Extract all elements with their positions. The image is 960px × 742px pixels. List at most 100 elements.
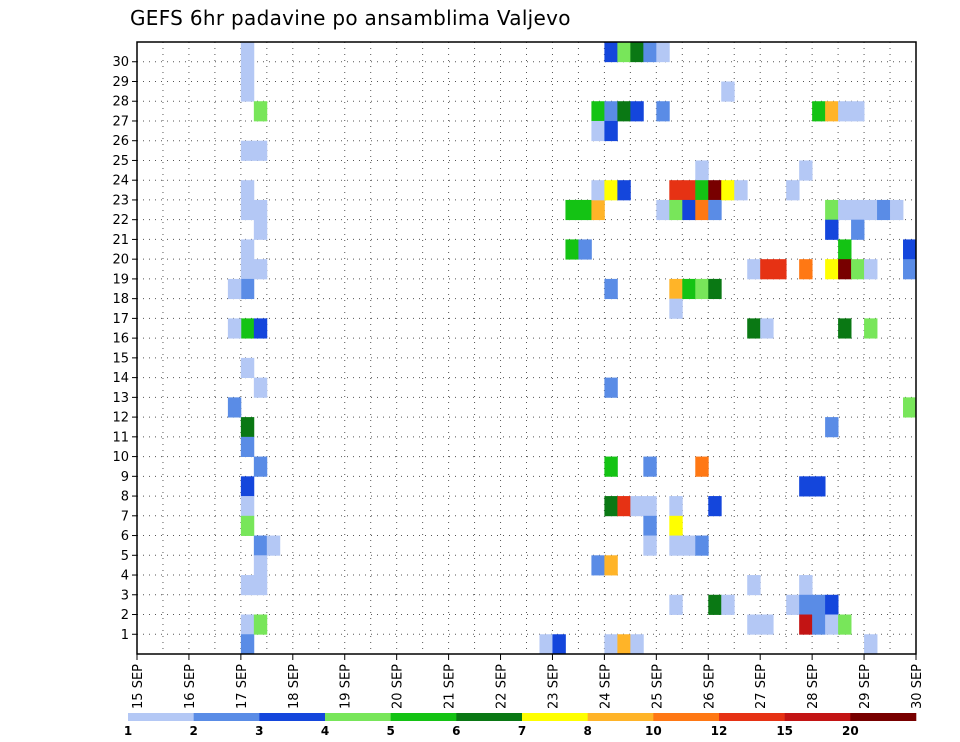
- heatmap-cell: [682, 180, 696, 201]
- heatmap-cell: [240, 81, 255, 102]
- colorbar-swatch: [325, 713, 391, 721]
- colorbar-label: 12: [711, 724, 728, 738]
- heatmap-cell: [240, 259, 255, 280]
- x-tick-label: 19 SEP: [339, 664, 354, 709]
- colorbar-label: 1: [124, 724, 132, 738]
- heatmap-cell: [851, 199, 865, 221]
- y-tick-label: 23: [112, 193, 129, 208]
- heatmap-cell: [240, 278, 255, 300]
- heatmap-cell: [825, 614, 839, 635]
- colorbar-label: 4: [321, 724, 329, 738]
- heatmap-cell: [695, 456, 709, 477]
- heatmap-cell: [630, 42, 644, 63]
- heatmap-cell: [578, 239, 592, 260]
- heatmap-cell: [240, 436, 255, 457]
- heatmap-cell: [591, 101, 605, 122]
- colorbar-label: 10: [645, 724, 662, 738]
- x-tick-label: 29 SEP: [858, 664, 873, 709]
- heatmap-cell: [799, 259, 813, 280]
- heatmap-cell: [669, 535, 683, 556]
- heatmap-cell: [669, 180, 683, 201]
- heatmap-cell: [669, 496, 683, 517]
- heatmap-cell: [240, 575, 255, 596]
- heatmap-cell: [838, 239, 852, 260]
- heatmap-cell: [747, 575, 761, 596]
- heatmap-cell: [240, 496, 255, 517]
- heatmap-cell: [825, 594, 839, 615]
- heatmap-cell: [695, 160, 709, 181]
- colorbar-swatch: [522, 713, 588, 721]
- heatmap-cell: [708, 496, 722, 517]
- colorbar-swatch: [128, 713, 194, 721]
- heatmap-cell: [604, 377, 618, 398]
- heatmap-cell: [604, 456, 618, 477]
- y-tick-label: 12: [112, 411, 129, 426]
- heatmap-cell: [240, 417, 255, 438]
- x-tick-label: 21 SEP: [443, 664, 458, 709]
- heatmap-cell: [591, 120, 605, 142]
- heatmap-cell: [825, 259, 839, 280]
- y-tick-label: 13: [112, 391, 129, 406]
- colorbar-label: 2: [189, 724, 197, 738]
- heatmap-cell: [591, 555, 605, 576]
- heatmap-cell: [669, 594, 683, 615]
- heatmap-cell: [825, 417, 839, 438]
- y-tick-label: 30: [112, 55, 129, 70]
- x-tick-label: 17 SEP: [235, 664, 250, 709]
- x-tick-label: 22 SEP: [495, 664, 510, 709]
- y-tick-label: 16: [112, 332, 129, 347]
- heatmap-cell: [604, 555, 618, 576]
- heatmap-cell: [838, 199, 852, 221]
- heatmap-cell: [253, 555, 268, 576]
- y-tick-label: 5: [121, 549, 129, 564]
- heatmap-cell: [565, 239, 579, 260]
- heatmap-cell: [552, 634, 566, 655]
- heatmap-cell: [253, 219, 268, 240]
- heatmap-cell: [760, 318, 774, 339]
- y-tick-label: 7: [121, 509, 129, 524]
- colorbar-swatch: [259, 713, 326, 721]
- colorbar-label: 8: [583, 724, 591, 738]
- x-tick-label: 23 SEP: [546, 664, 561, 709]
- heatmap-cell: [630, 634, 644, 655]
- x-tick-label: 20 SEP: [391, 664, 406, 709]
- heatmap-cell: [695, 180, 709, 201]
- heatmap-cell: [253, 535, 268, 556]
- colorbar-label: 5: [386, 724, 394, 738]
- heatmap-cell: [708, 180, 722, 201]
- heatmap-cell: [799, 614, 813, 635]
- heatmap-cell: [760, 614, 774, 635]
- y-tick-label: 8: [121, 490, 129, 505]
- heatmap-cell: [786, 594, 800, 615]
- x-axis: 15 SEP 16 SEP 17 SEP 18 SEP 19 SEP 20 SEP 21 S…: [131, 654, 925, 709]
- heatmap-cell: [903, 239, 917, 260]
- heatmap-cell: [253, 199, 268, 221]
- heatmap-cell: [773, 259, 787, 280]
- x-tick-label: 24 SEP: [598, 664, 613, 709]
- heatmap-cell: [643, 456, 657, 477]
- heatmap-cell: [721, 180, 735, 201]
- heatmap-cell: [591, 199, 605, 221]
- heatmap-cell: [903, 397, 917, 418]
- heatmap-cell: [864, 318, 878, 339]
- heatmap-cell: [630, 101, 644, 122]
- heatmap-cell: [838, 614, 852, 635]
- colorbar-label: 6: [452, 724, 460, 738]
- heatmap-cell: [669, 515, 683, 536]
- heatmap-cell: [838, 318, 852, 339]
- colorbar-swatch: [653, 713, 720, 721]
- heatmap-cell: [604, 42, 618, 63]
- y-tick-label: 20: [112, 253, 129, 268]
- heatmap-cell: [721, 594, 735, 615]
- y-tick-label: 4: [121, 569, 129, 584]
- heatmap-cell: [890, 199, 904, 221]
- heatmap-cell: [617, 101, 631, 122]
- heatmap-cell: [266, 535, 281, 556]
- y-tick-label: 27: [112, 114, 129, 129]
- colorbar-legend: 1 2 3 4 5 6 7 8 10 12 15 20: [124, 713, 917, 738]
- heatmap-cell: [799, 575, 813, 596]
- heatmap-cell: [799, 476, 813, 497]
- heatmap-cell: [253, 259, 268, 280]
- heatmap-cell: [591, 180, 605, 201]
- heatmap-cell: [682, 535, 696, 556]
